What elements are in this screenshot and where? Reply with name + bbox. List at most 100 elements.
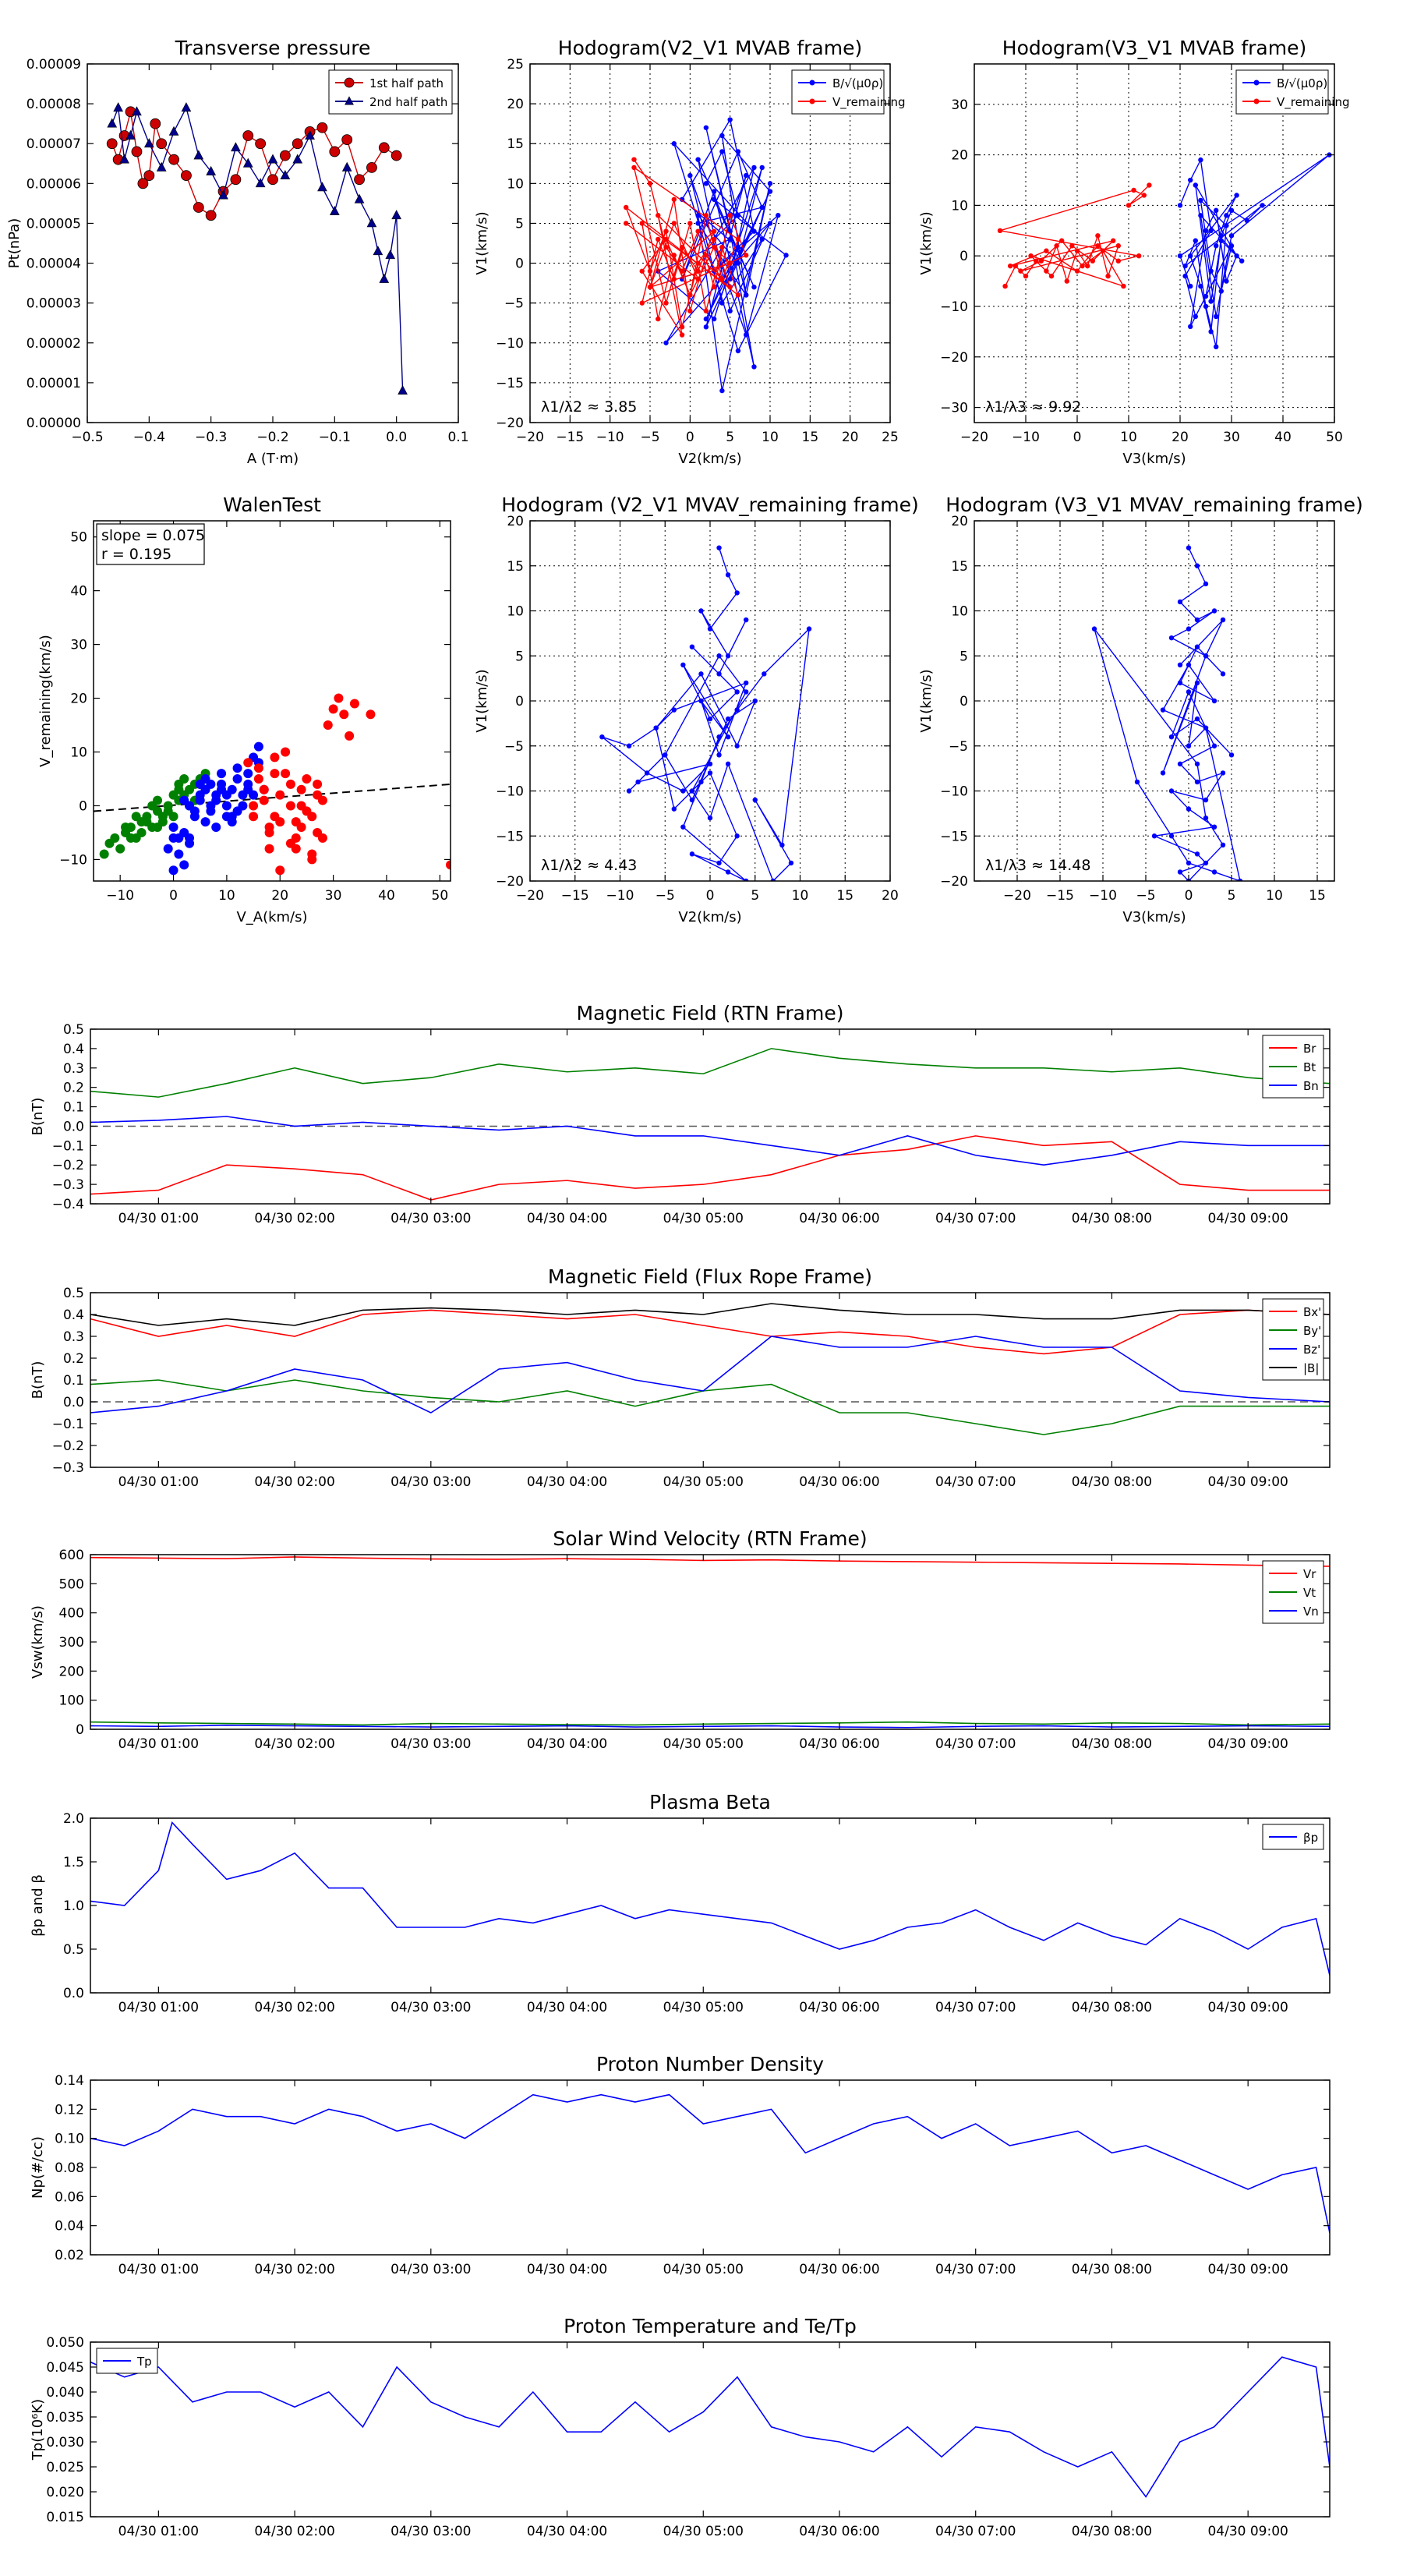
data-point <box>307 812 317 822</box>
data-point <box>727 117 733 122</box>
data-point <box>313 790 323 800</box>
x-tick-label: 04/30 08:00 <box>1072 2000 1152 2015</box>
y-tick-label: −20 <box>940 350 968 366</box>
data-point <box>317 182 327 192</box>
data-point <box>1100 248 1106 253</box>
chart-transverse_pressure: Transverse pressure −0.5 −0.4 −0.3 −0.2 −0.1 0… <box>6 37 469 467</box>
data-point <box>157 812 168 822</box>
x-tick-label: 5 <box>726 430 734 445</box>
data-point <box>1044 268 1049 274</box>
y-tick-label: 10 <box>951 604 968 620</box>
data-point <box>671 253 677 258</box>
data-point <box>703 213 709 218</box>
data-point <box>716 860 722 866</box>
data-point <box>1141 193 1147 198</box>
x-tick-label: 0 <box>169 888 178 904</box>
data-point <box>707 815 713 821</box>
x-tick-label: −10 <box>606 888 634 904</box>
chart-hodogram_v3_v1_mvav: Hodogram (V3_V1 MVAV_remaining frame)−20… <box>918 494 1363 925</box>
data-point <box>725 734 731 740</box>
y-tick-label: 0.00007 <box>27 136 81 152</box>
data-point <box>339 709 349 720</box>
series-bx- <box>90 1309 1330 1355</box>
y-tick-label: −20 <box>496 874 524 890</box>
data-point <box>378 142 390 154</box>
y-tick-label: −10 <box>496 336 524 352</box>
data-point <box>168 790 178 800</box>
data-point <box>1177 662 1183 667</box>
y-tick-label: 0.020 <box>46 2485 84 2500</box>
legend-item: Br <box>1269 1042 1316 1056</box>
data-point <box>232 763 242 773</box>
series-line <box>90 1116 1330 1166</box>
data-point <box>255 138 267 150</box>
data-point <box>168 823 178 833</box>
data-point <box>218 189 228 200</box>
x-tick-label: 04/30 03:00 <box>391 2262 471 2277</box>
data-point <box>679 244 685 250</box>
data-point <box>131 146 143 157</box>
data-point <box>1168 833 1175 839</box>
chart-solar_wind_velocity: Solar Wind Velocity (RTN Frame)04/30 01:… <box>30 1527 1331 1752</box>
y-tick-label: 20 <box>951 514 968 529</box>
y-tick-label: 0.14 <box>55 2073 84 2089</box>
data-point <box>296 801 306 811</box>
data-point <box>1023 273 1029 279</box>
legend-label: V_remaining <box>832 95 906 110</box>
chart-title: Proton Temperature and Te/Tp <box>564 2315 857 2337</box>
data-point <box>656 316 661 322</box>
x-tick-label: 0 <box>706 888 715 904</box>
y-tick-label: −0.3 <box>52 1460 84 1476</box>
x-tick-label: 04/30 01:00 <box>118 2000 199 2015</box>
data-point <box>1214 313 1219 320</box>
data-point <box>307 849 317 859</box>
legend: Vr Vt Vn <box>1262 1560 1324 1624</box>
legend-item: βp <box>1269 1831 1318 1845</box>
axis-ticks: −20 −15 −10 −5 0 5 10 15 20 25 −20 −15 −10 −5 0 5 10 15 20… <box>496 57 899 445</box>
x-tick-label: 04/30 08:00 <box>1072 1736 1152 1752</box>
x-tick-label: 04/30 04:00 <box>527 2000 607 2015</box>
x-tick-label: 40 <box>378 888 395 904</box>
y-tick-label: −20 <box>496 416 524 431</box>
plot-frame <box>974 520 1335 882</box>
data-point <box>707 716 713 722</box>
data-point <box>391 150 402 161</box>
data-point <box>1186 662 1192 667</box>
legend-frame <box>791 69 885 115</box>
x-tick-label: 04/30 04:00 <box>527 1474 607 1490</box>
data-point <box>762 671 767 677</box>
data-point <box>1126 203 1132 208</box>
data-point <box>1218 238 1225 243</box>
x-tick-label: 04/30 04:00 <box>527 1211 607 1226</box>
data-point <box>1228 207 1235 214</box>
x-tick-label: 04/30 06:00 <box>799 2262 879 2277</box>
y-axis-label: V1(km/s) <box>918 211 935 274</box>
data-point <box>181 170 192 182</box>
data-point <box>230 174 242 186</box>
data-point <box>174 779 184 789</box>
data-point <box>744 878 749 881</box>
x-tick-label: 0.1 <box>447 430 468 445</box>
x-tick-label: 04/30 04:00 <box>527 2262 607 2277</box>
y-tick-label: 0.00000 <box>27 416 81 431</box>
data-point <box>656 236 661 242</box>
data-point <box>711 244 717 250</box>
data-point <box>752 797 758 803</box>
y-tick-label: 0.06 <box>55 2189 84 2205</box>
data-point <box>168 833 178 843</box>
x-tick-label: −20 <box>960 430 988 445</box>
data-point <box>695 268 701 274</box>
data-point <box>391 210 402 220</box>
y-tick-label: 0.12 <box>55 2102 84 2118</box>
x-axis-label: V2(km/s) <box>678 909 741 925</box>
data-point <box>1177 599 1183 605</box>
data-point <box>680 662 686 667</box>
data-point <box>292 154 303 164</box>
data-point <box>221 801 231 811</box>
data-point <box>1203 293 1209 299</box>
y-tick-label: 1.0 <box>63 1898 84 1914</box>
y-tick-label: 600 <box>59 1548 84 1563</box>
y-tick-label: 5 <box>515 649 524 664</box>
data-point <box>373 246 383 256</box>
